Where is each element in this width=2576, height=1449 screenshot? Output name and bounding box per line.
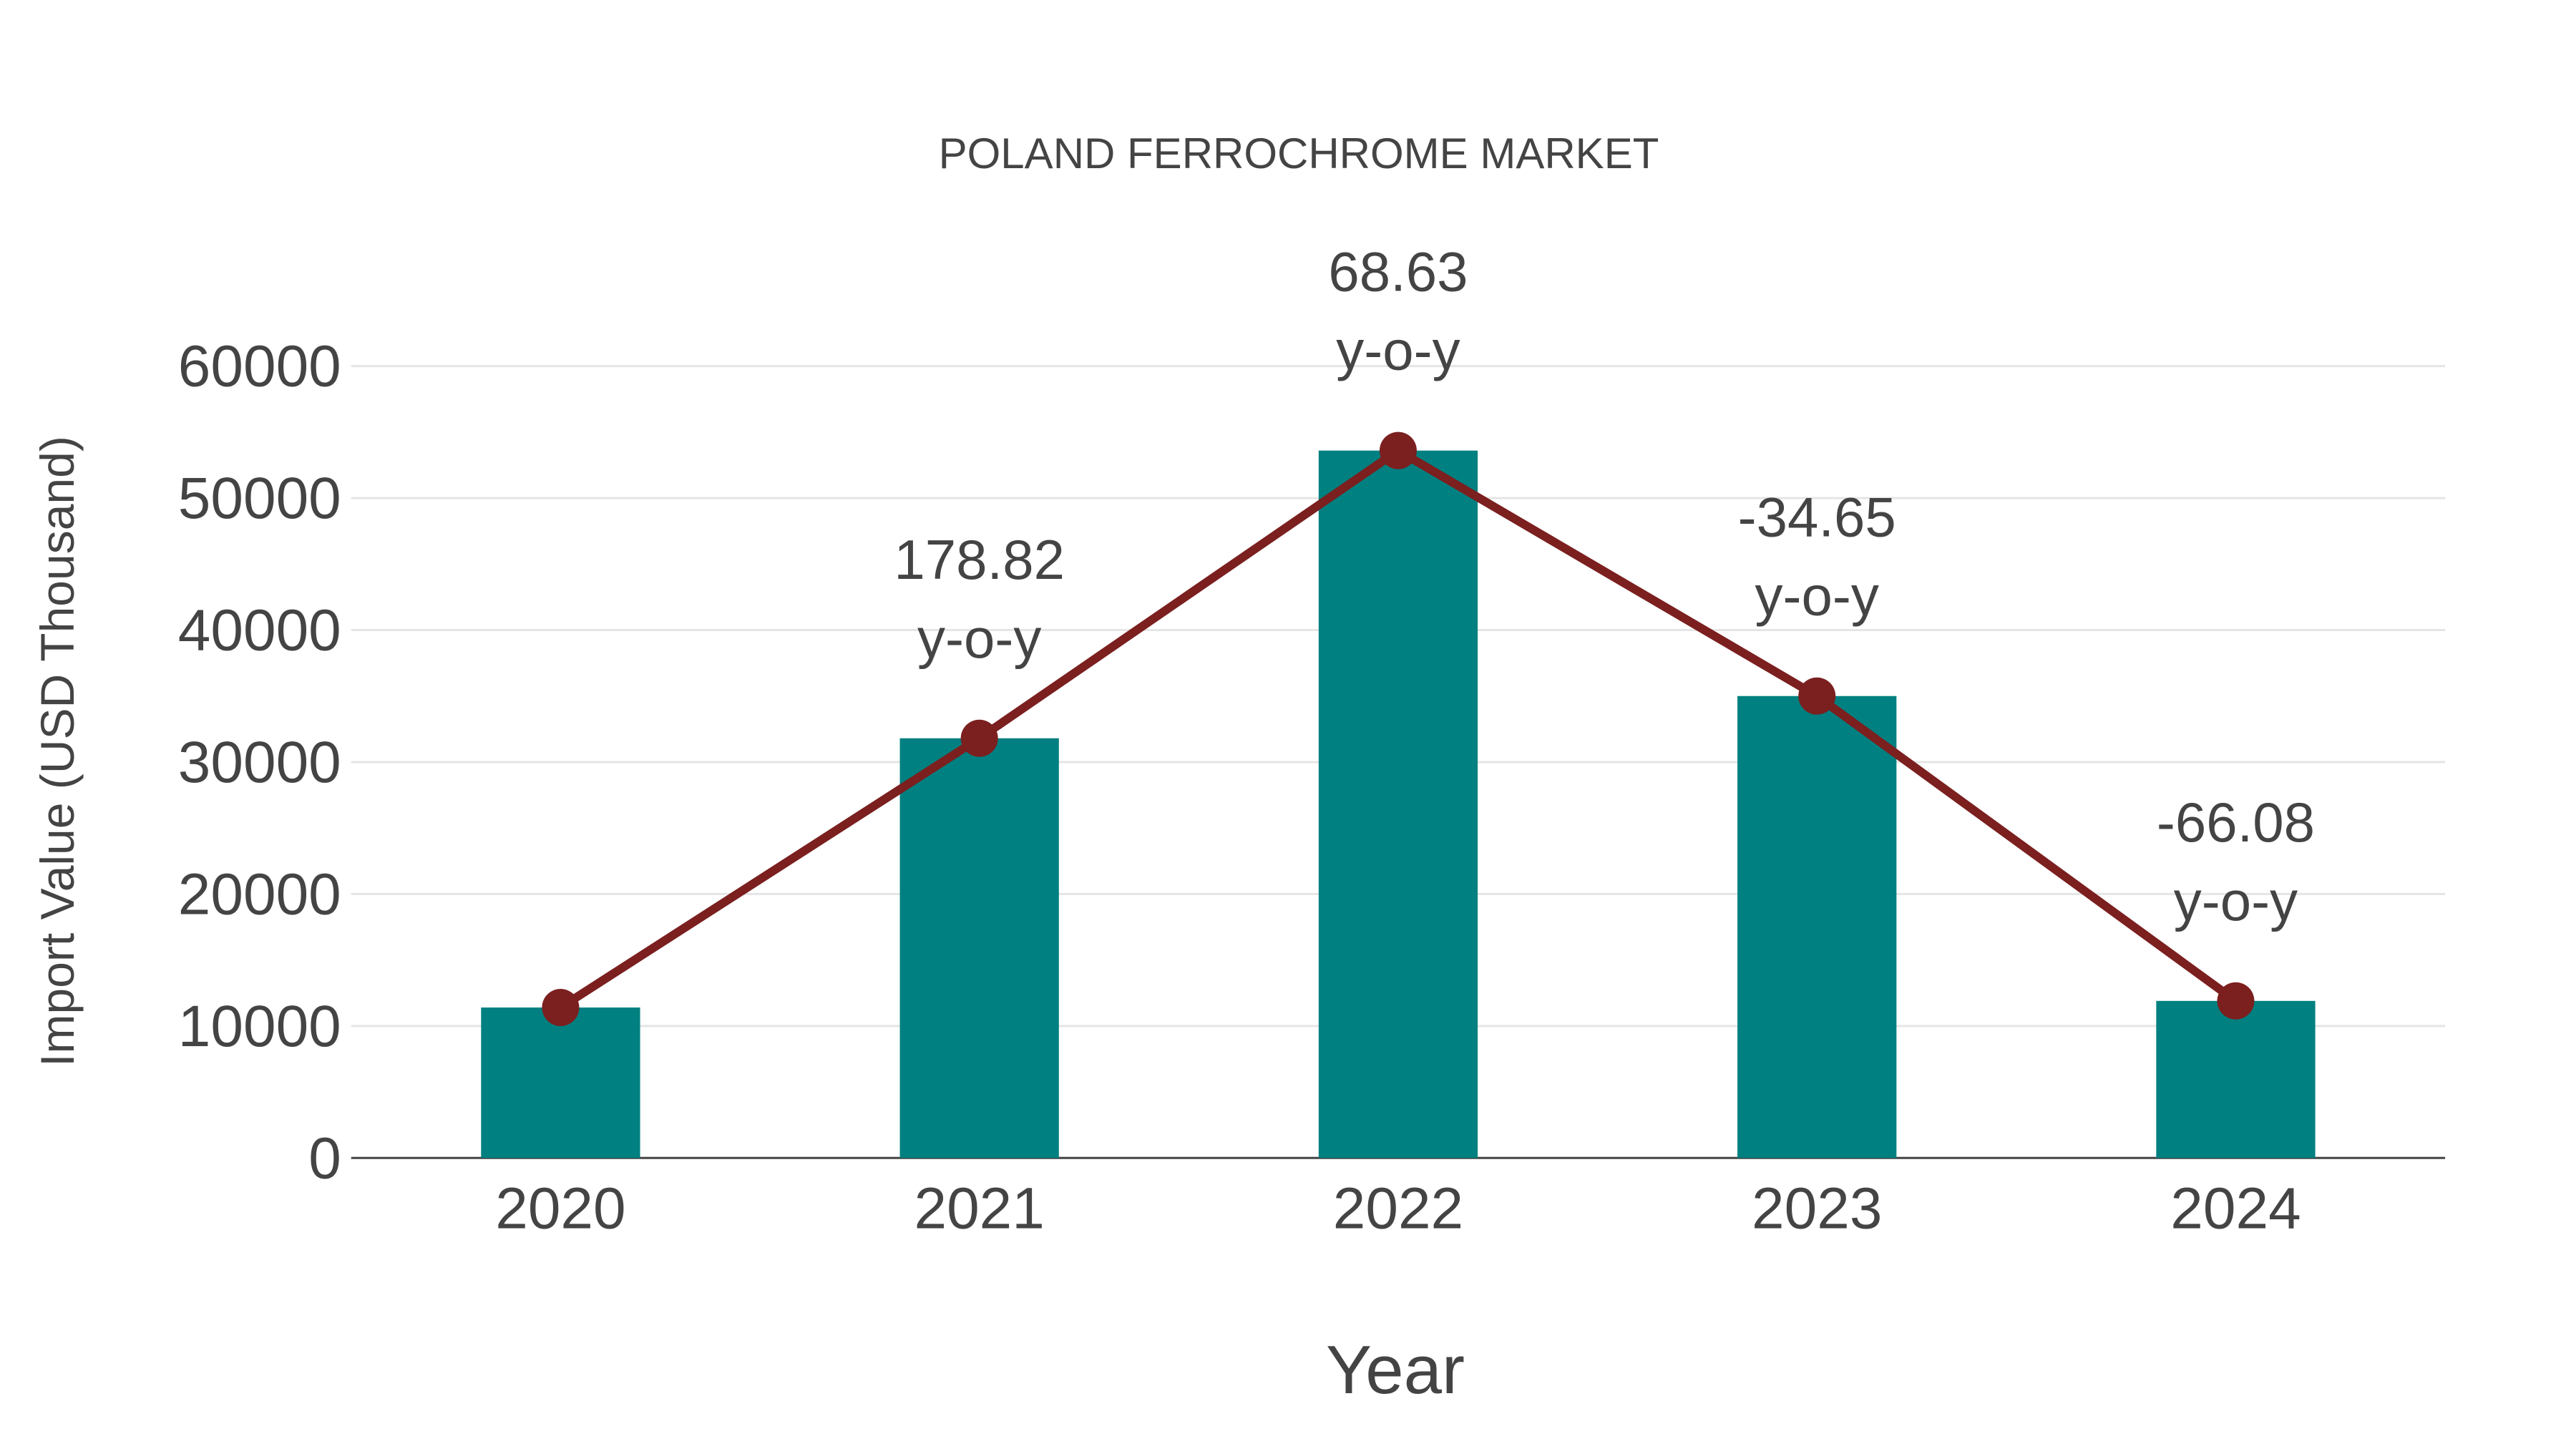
y-tick-label: 40000 [178,598,341,663]
yoy-annotation-label: y-o-y [1336,319,1460,382]
bar [1318,450,1478,1158]
yoy-annotation-label: y-o-y [1755,565,1879,628]
trend-marker [960,719,998,757]
yoy-annotation-value: 178.82 [894,528,1065,591]
bar [899,738,1059,1158]
x-axis-label: Year [1326,1332,1465,1408]
chart-title: POLAND FERROCHROME MARKET [938,130,1659,177]
yoy-annotation-value: -66.08 [2157,791,2315,854]
bar [2156,1000,2316,1158]
yoy-annotation-value: 68.63 [1328,240,1468,303]
y-tick-label: 30000 [178,730,341,795]
bar [481,1008,640,1158]
x-tick-label: 2022 [1333,1176,1463,1241]
trend-marker [542,989,580,1027]
x-tick-label: 2023 [1752,1176,1882,1241]
y-tick-label: 50000 [178,466,341,531]
trend-marker [2217,982,2255,1020]
x-tick-label: 2024 [2170,1176,2301,1241]
trend-marker [1798,677,1836,715]
yoy-annotation-value: -34.65 [1738,486,1896,549]
trend-marker [1379,431,1417,469]
y-tick-label: 60000 [178,334,341,399]
yoy-annotation-label: y-o-y [2174,869,2298,932]
x-tick-label: 2020 [495,1176,625,1241]
x-tick-label: 2021 [914,1176,1044,1241]
y-tick-label: 10000 [178,994,341,1059]
y-tick-label: 0 [308,1126,341,1191]
yoy-annotation-label: y-o-y [917,607,1041,670]
bar [1737,696,1897,1158]
y-tick-label: 20000 [178,862,341,927]
